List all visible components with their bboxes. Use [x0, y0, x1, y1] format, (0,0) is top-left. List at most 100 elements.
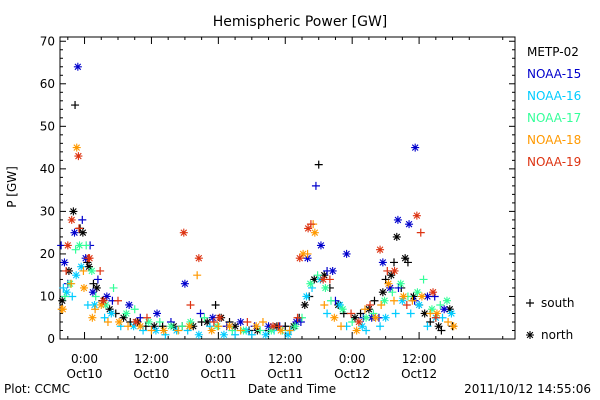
- north-point: [350, 313, 359, 322]
- south-point: [209, 317, 218, 326]
- north-point: [299, 249, 308, 258]
- south-point: [62, 266, 71, 275]
- south-point: [356, 309, 365, 318]
- legend-entry: NOAA-19: [527, 155, 581, 169]
- north-point: [88, 313, 97, 322]
- series-noaa-15: [57, 62, 449, 331]
- north-point: [303, 254, 312, 263]
- south-point: [406, 309, 415, 318]
- north-point: [392, 232, 401, 241]
- south-point: [377, 300, 386, 309]
- north-point: [442, 296, 451, 305]
- north-point: [74, 152, 83, 161]
- marker-legend: south north: [526, 296, 575, 342]
- north-point: [207, 326, 216, 335]
- y-tick-label: 40: [40, 162, 55, 176]
- south-point: [437, 326, 446, 335]
- south-point: [82, 241, 91, 250]
- north-point: [153, 309, 162, 318]
- legend-entry: NOAA-16: [527, 89, 581, 103]
- south-point: [228, 326, 237, 335]
- south-point: [243, 317, 252, 326]
- north-point: [401, 254, 410, 263]
- south-point: [416, 228, 425, 237]
- y-axis-label: P [GW]: [5, 166, 19, 208]
- south-point: [211, 300, 220, 309]
- north-point: [354, 317, 363, 326]
- south-point: [136, 313, 145, 322]
- north-point: [58, 305, 67, 314]
- south-point: [390, 296, 399, 305]
- south-point: [436, 300, 445, 309]
- x-tick-label-date: Oct11: [267, 367, 303, 381]
- north-point: [423, 292, 432, 301]
- north-point: [269, 322, 278, 331]
- north-point: [429, 288, 438, 297]
- marker-legend-label: south: [541, 296, 575, 310]
- north-point: [378, 288, 387, 297]
- north-point: [203, 317, 212, 326]
- south-point: [155, 317, 164, 326]
- north-point: [159, 326, 168, 335]
- south-point: [83, 300, 92, 309]
- north-point: [63, 241, 72, 250]
- north-point: [72, 143, 81, 152]
- north-point: [79, 283, 88, 292]
- north-point: [85, 254, 94, 263]
- north-point: [264, 322, 273, 331]
- north-point: [432, 309, 441, 318]
- legend: METP-02 NOAA-15 NOAA-16 NOAA-17 NOAA-18 NOAA-…: [527, 45, 581, 169]
- south-point: [142, 313, 151, 322]
- south-point: [426, 317, 435, 326]
- legend-entry: NOAA-15: [527, 67, 581, 81]
- south-point: [67, 279, 76, 288]
- north-point: [261, 330, 270, 339]
- north-point: [186, 317, 195, 326]
- north-point: [304, 224, 313, 233]
- north-point: [342, 249, 351, 258]
- north-point: [107, 309, 116, 318]
- north-point: [58, 296, 67, 305]
- south-point: [362, 326, 371, 335]
- north-point: [131, 317, 140, 326]
- north-point: [219, 330, 228, 339]
- x-tick-label-date: Oct10: [67, 367, 103, 381]
- north-point: [129, 322, 138, 331]
- south-point: [103, 317, 112, 326]
- south-point: [348, 317, 357, 326]
- north-point: [97, 300, 106, 309]
- south-point: [258, 317, 267, 326]
- north-point: [62, 288, 71, 297]
- north-point: [122, 309, 131, 318]
- north-point: [316, 241, 325, 250]
- north-point: [72, 271, 81, 280]
- north-point: [409, 292, 418, 301]
- south-point: [109, 283, 118, 292]
- marker-legend-label: north: [541, 328, 573, 342]
- south-point: [130, 305, 139, 314]
- north-point: [88, 288, 97, 297]
- y-tick-label: 10: [40, 289, 55, 303]
- north-point: [87, 266, 96, 275]
- north-point: [208, 313, 217, 322]
- y-tick-label: 60: [40, 77, 55, 91]
- y-tick-label: 30: [40, 204, 55, 218]
- north-point: [102, 292, 111, 301]
- north-point: [378, 258, 387, 267]
- north-point: [310, 228, 319, 237]
- plot-timestamp: 2011/10/12 14:55:06: [464, 382, 591, 396]
- north-point: [449, 322, 458, 331]
- x-tick-label-time: 12:00: [402, 352, 437, 366]
- south-point: [431, 313, 440, 322]
- north-point: [330, 313, 339, 322]
- north-point: [417, 292, 426, 301]
- north-point: [335, 300, 344, 309]
- south-point: [113, 296, 122, 305]
- north-point: [381, 313, 390, 322]
- north-point: [179, 228, 188, 237]
- south-point: [57, 241, 66, 250]
- south-point: [426, 309, 435, 318]
- south-point: [391, 309, 400, 318]
- south-point: [376, 322, 385, 331]
- data-points: [57, 62, 458, 339]
